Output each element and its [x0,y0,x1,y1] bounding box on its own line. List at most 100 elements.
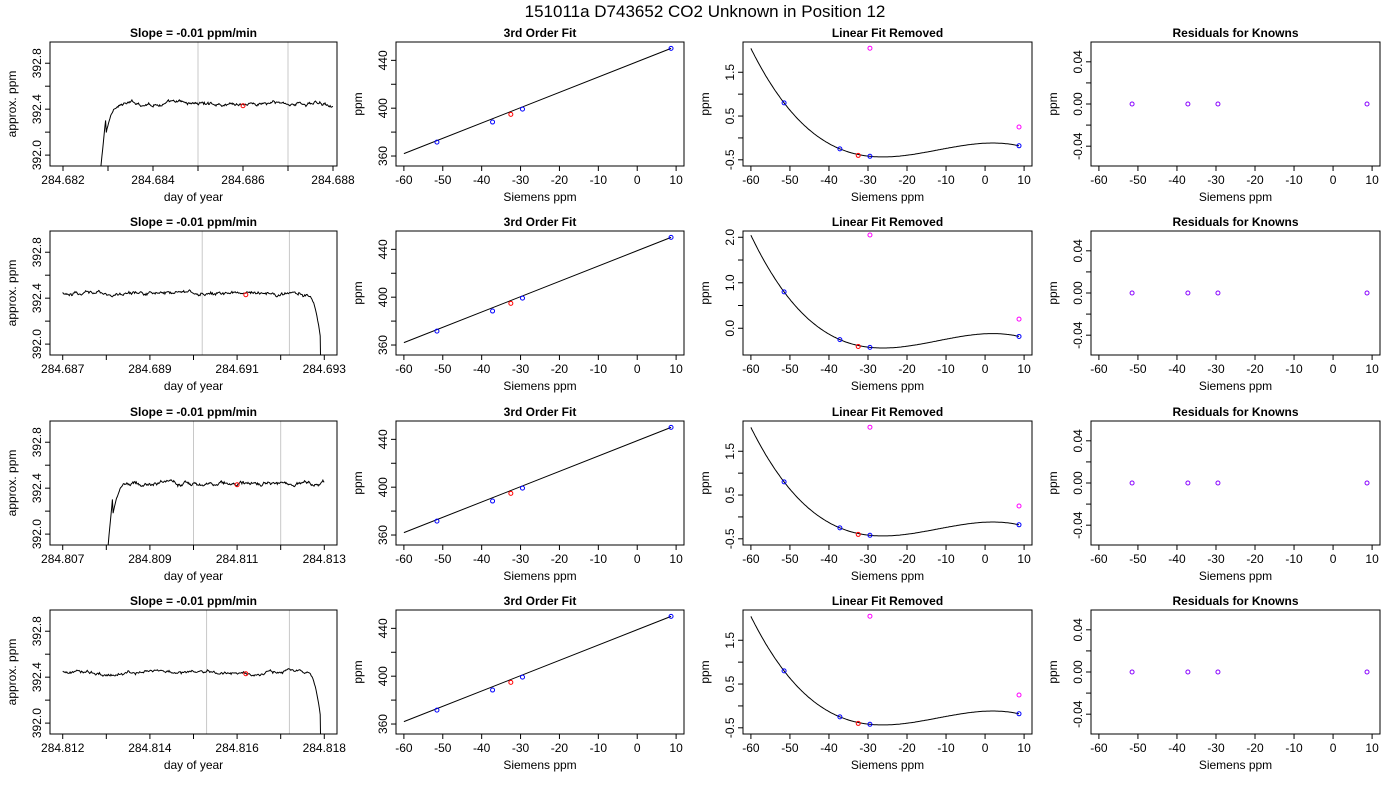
panel-1-4: Residuals for Knowns Siemens ppm ppm -60 -50… [1046,26,1381,204]
plot-frame [49,420,338,546]
plot-frame [395,420,685,546]
panel-1-2: 3rd Order Fit Siemens ppm ppm -60 -50 -40 -30 -… [351,26,685,204]
known-standard-point [867,532,873,538]
panel-2-3: Linear Fit Removed Siemens ppm ppm -60 -50 -4… [698,215,1033,393]
panel-1-3: Linear Fit Removed Siemens ppm ppm -60 -50 -4… [698,26,1033,204]
plot-area [1129,480,1370,486]
x-tick-label: -30 [1207,552,1225,566]
x-tick-label: 10 [1365,741,1379,755]
x-axis-label: Siemens ppm [851,758,924,772]
y-tick-label: 1.0 [723,274,737,291]
concentration-trace [62,289,322,355]
x-tick-label: -20 [551,552,569,566]
x-tick-label: -20 [898,741,916,755]
x-tick-label: -30 [512,741,530,755]
cubic-fit-curve [750,427,1020,537]
plot-frame [49,609,338,735]
x-tick-label: -60 [742,173,760,187]
x-tick-label: -20 [898,552,916,566]
x-tick-label: -10 [590,741,608,755]
y-axis-label: ppm [1046,281,1060,304]
y-tick-label: -0.04 [1071,132,1085,160]
panel-4-4: Residuals for Knowns Siemens ppm ppm -60 -50… [1046,594,1381,772]
x-tick-label: -50 [781,173,799,187]
panel-title: Linear Fit Removed [832,405,943,419]
known-standard-point [668,45,674,51]
y-axis-label: ppm [698,281,712,304]
residual-point [1364,669,1370,675]
unknown-point [508,490,514,496]
x-tick-label: 10 [1017,362,1031,376]
x-tick-label: -20 [551,362,569,376]
x-tick-label: -50 [781,552,799,566]
x-tick-label: -20 [1246,552,1264,566]
panel-title: Residuals for Knowns [1172,26,1298,40]
plot-area [62,231,322,355]
x-tick-label: 0 [1330,362,1337,376]
known-standard-point [867,344,873,350]
panel-grid: Slope = -0.01 ppm/min day of year approx. … [5,26,1381,772]
plot-frame [742,420,1033,546]
x-tick-label: 10 [1017,552,1031,566]
known-standard-point [867,153,873,159]
x-tick-label: -30 [859,362,877,376]
residual-point [1215,480,1221,486]
y-tick-label: 392.8 [30,616,44,646]
x-tick-label: -50 [434,173,452,187]
x-tick-label: -10 [1285,362,1303,376]
panel-3-3: Linear Fit Removed Siemens ppm ppm -60 -50 -4… [698,405,1033,583]
x-tick-label: -10 [590,362,608,376]
known-standard-point [434,518,440,524]
y-tick-label: 0.5 [723,107,737,124]
x-tick-label: -30 [859,741,877,755]
x-tick-label: -40 [1168,173,1186,187]
panel-2-1: Slope = -0.01 ppm/min day of year approx. … [5,215,346,393]
residual-point [1129,290,1135,296]
x-tick-label: 284.807 [41,552,85,566]
x-tick-label: 284.684 [131,173,175,187]
x-tick-label: -30 [512,552,530,566]
plot-frame [742,609,1033,735]
unknown-point [855,343,861,349]
x-tick-label: -10 [937,741,955,755]
plot-frame [742,41,1033,167]
plot-frame [1090,609,1381,735]
x-tick-label: -40 [820,173,838,187]
main-title: 151011a D743652 CO2 Unknown in Position … [525,2,886,21]
fit-line [403,615,672,723]
x-tick-label: 0 [982,552,989,566]
panel-1-1: Slope = -0.01 ppm/min day of year approx. … [5,26,355,204]
y-axis-label: ppm [1046,92,1060,115]
y-tick-label: 360 [376,146,390,166]
residual-point [1185,669,1191,675]
x-tick-label: 284.687 [41,362,85,376]
x-axis-label: day of year [164,190,223,204]
x-tick-label: 284.691 [215,362,259,376]
excluded-point [1016,503,1022,509]
x-tick-label: -60 [742,362,760,376]
known-standard-point [490,498,496,504]
known-standard-point [490,119,496,125]
panel-title: Slope = -0.01 ppm/min [130,215,257,229]
x-tick-label: -40 [820,362,838,376]
x-tick-label: 10 [669,173,683,187]
unknown-point [508,679,514,685]
y-tick-label: 2.0 [723,229,737,246]
y-tick-label: 392.8 [30,48,44,78]
panel-4-1: Slope = -0.01 ppm/min day of year approx. … [5,594,346,772]
known-standard-point [434,328,440,334]
known-standard-point [867,721,873,727]
panel-title: 3rd Order Fit [504,594,577,608]
x-tick-label: -30 [1207,741,1225,755]
x-tick-label: -10 [937,173,955,187]
fit-line [403,47,672,155]
cubic-fit-curve [750,616,1020,726]
concentration-trace [62,668,322,734]
residual-point [1185,480,1191,486]
x-tick-label: -60 [395,362,413,376]
y-tick-label: 392.0 [30,329,44,359]
known-standard-point [837,146,843,152]
known-standard-point [520,485,525,491]
known-standard-point [1016,711,1022,717]
